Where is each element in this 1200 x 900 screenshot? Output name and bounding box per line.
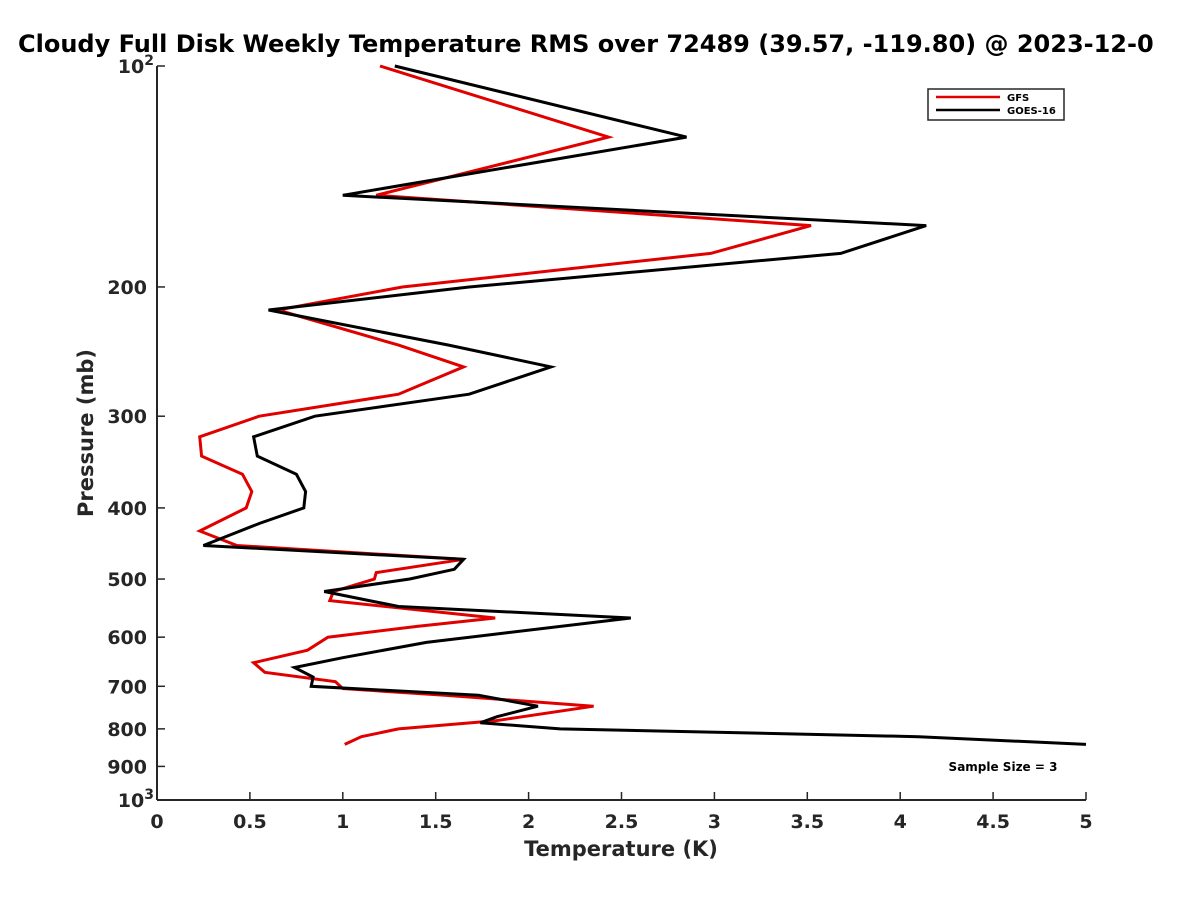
tick-layer: 0 0.5 1 1.5 2 2.5 3 3.5 4 4.5 5 102 200 300 400 500 600 7… (107, 53, 1092, 833)
series-line-goes-16 (202, 64, 1087, 746)
y-tick-label: 102 (118, 53, 154, 78)
y-tick-label: 800 (107, 719, 147, 741)
x-tick-label: 1 (336, 811, 349, 833)
series-layer (195, 64, 1087, 746)
x-tick-label: 3.5 (790, 811, 824, 833)
legend-label-gfs: GFS (1007, 93, 1029, 104)
legend: GFS GOES-16 (927, 88, 1065, 121)
x-tick-label: 4 (894, 811, 907, 833)
legend-label-goes16: GOES-16 (1007, 106, 1056, 117)
x-tick-label: 0.5 (233, 811, 267, 833)
y-tick-label: 500 (107, 569, 147, 591)
y-tick-label: 900 (107, 756, 147, 778)
y-tick-label: 700 (107, 676, 147, 698)
x-tick-label: 2 (522, 811, 535, 833)
x-tick-label: 1.5 (419, 811, 453, 833)
x-tick-label: 0 (150, 811, 163, 833)
sample-size-annotation: Sample Size = 3 (949, 760, 1058, 774)
y-axis-label: Pressure (mb) (74, 349, 98, 517)
y-tick-label: 600 (107, 627, 147, 649)
x-tick-label: 4.5 (976, 811, 1010, 833)
legend-box (927, 88, 1065, 121)
y-tick-label: 200 (107, 277, 147, 299)
y-tick-label: 400 (107, 498, 147, 520)
y-tick-label: 103 (118, 787, 154, 812)
x-axis-label: Temperature (K) (524, 837, 718, 861)
x-tick-label: 5 (1079, 811, 1092, 833)
chart-title: Cloudy Full Disk Weekly Temperature RMS … (18, 30, 1154, 58)
x-tick-label: 3 (708, 811, 721, 833)
y-tick-label: 300 (107, 406, 147, 428)
axis-lines (156, 66, 1086, 801)
x-tick-label: 2.5 (605, 811, 639, 833)
